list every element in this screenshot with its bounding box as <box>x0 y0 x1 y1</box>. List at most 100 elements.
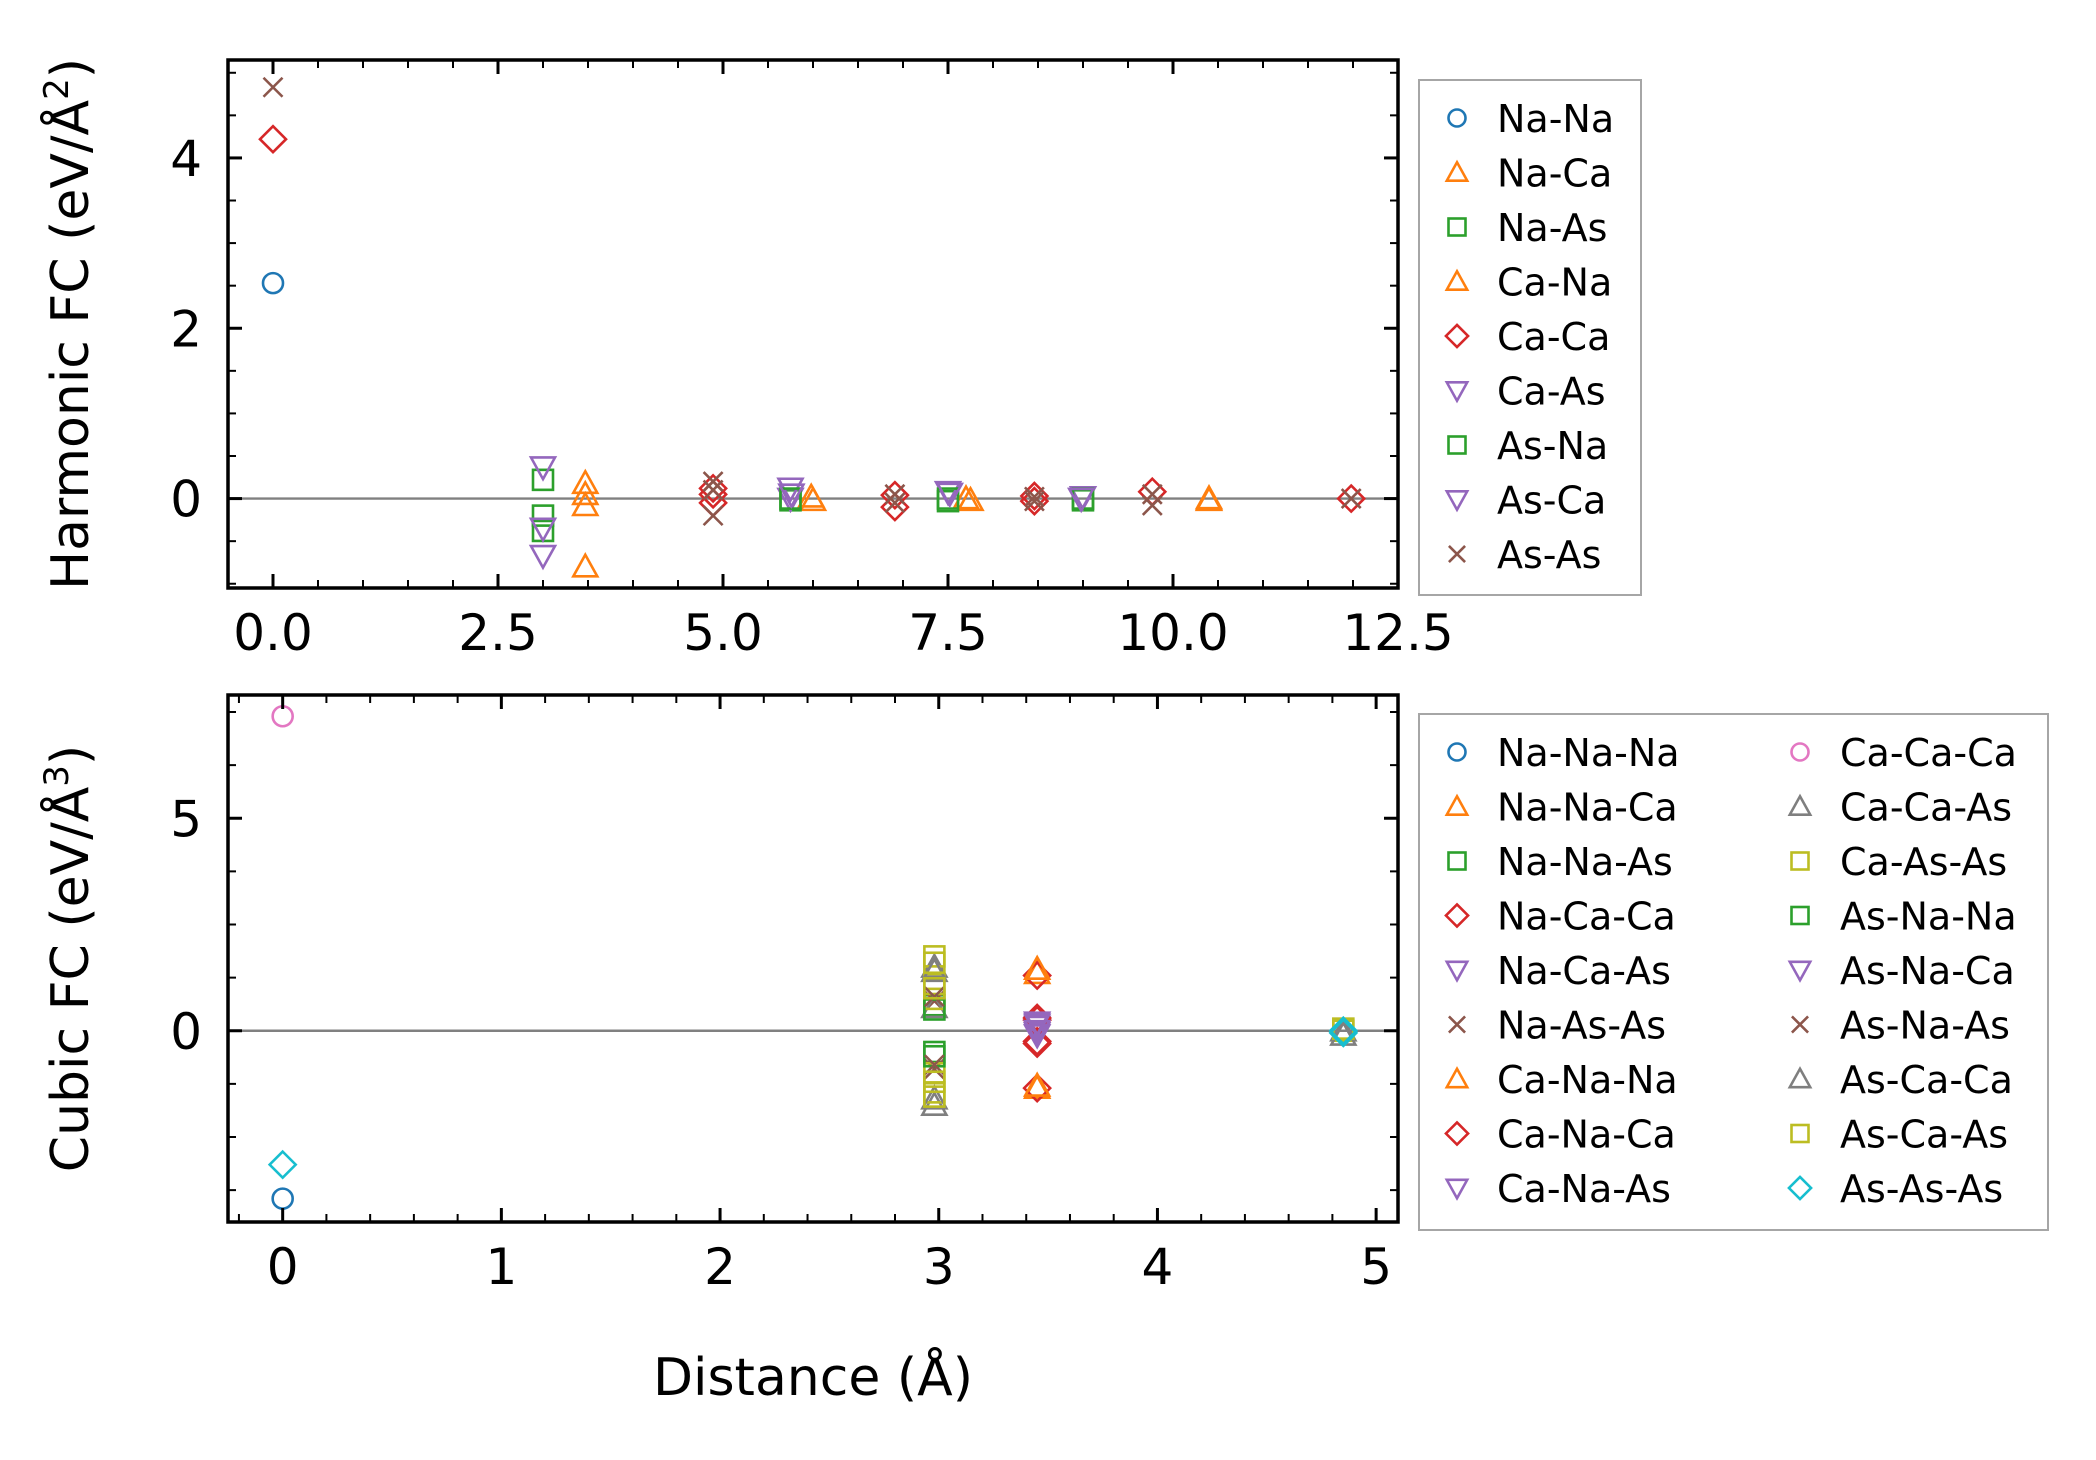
harmonic-legend-label-ca-ca: Ca-Ca <box>1497 315 1610 359</box>
harmonic-fc-plot: 0.0 2.5 5.0 7.5 10.0 12.5 0 2 4 Harmonic FC (eV/… <box>37 58 1642 662</box>
cubic-point-ca-ca-as <box>920 1090 949 1117</box>
cubic-point-as-ca-as <box>923 1085 946 1108</box>
harmonic-y-tick-label: 2 <box>170 300 202 358</box>
cubic-legend-marker-as-ca-ca <box>1787 1066 1813 1089</box>
cubic-legend-marker-ca-na-as <box>1444 1178 1470 1201</box>
harmonic-legend-marker-as-as <box>1448 545 1466 563</box>
cubic-legend-marker-ca-na-na <box>1444 1066 1470 1089</box>
cubic-plot-frame <box>226 693 1400 1224</box>
cubic-point-as-ca-ca <box>920 1084 949 1110</box>
cubic-legend-label-ca-na-as: Ca-Na-As <box>1497 1167 1671 1211</box>
cubic-legend-label-ca-na-na: Ca-Na-Na <box>1497 1058 1678 1102</box>
harmonic-legend-marker-ca-na <box>1444 268 1470 291</box>
harmonic-point-as-as <box>1023 490 1045 512</box>
cubic-legend-label-na-ca-ca: Na-Ca-Ca <box>1497 895 1676 939</box>
cubic-y-tick-label: 0 <box>170 1003 202 1061</box>
cubic-point-as-ca-ca <box>920 956 949 983</box>
cubic-legend-label-as-na-na: As-Na-Na <box>1840 895 2017 939</box>
cubic-legend-frame <box>1418 713 2049 1231</box>
harmonic-legend-label-ca-as: Ca-As <box>1497 370 1606 414</box>
cubic-point-na-na-ca <box>1022 958 1052 985</box>
cubic-x-tick-label: 3 <box>923 1238 955 1296</box>
harmonic-point-ca-ca <box>258 124 288 155</box>
harmonic-legend-label-as-ca: As-Ca <box>1497 479 1606 523</box>
harmonic-x-tick-label: 5.0 <box>683 604 763 662</box>
harmonic-point-na-as <box>531 468 555 492</box>
harmonic-plot-frame <box>226 58 1400 590</box>
cubic-point-as-as-as <box>267 1149 298 1180</box>
harmonic-point-ca-na <box>796 482 826 508</box>
cubic-legend: Na-Na-Na Na-Na-Ca Na-Na-As Na-Ca-Ca Na-Ca-As… <box>1418 713 2049 1231</box>
cubic-x-tick-label: 4 <box>1142 1238 1174 1296</box>
harmonic-point-as-ca <box>777 483 806 509</box>
cubic-legend-label-as-na-ca: As-Na-Ca <box>1840 949 2015 993</box>
cubic-legend-label-ca-ca-as: Ca-Ca-As <box>1840 786 2012 830</box>
cubic-legend-label-ca-na-ca: Ca-Na-Ca <box>1497 1113 1676 1157</box>
harmonic-legend-marker-na-as <box>1447 217 1467 237</box>
harmonic-point-as-as <box>884 483 906 505</box>
cubic-legend-marker-na-na-ca <box>1444 793 1470 816</box>
cubic-legend-label-as-na-as: As-Na-As <box>1840 1004 2010 1048</box>
harmonic-point-as-as <box>702 471 724 492</box>
cubic-legend-marker-ca-na-ca <box>1444 1120 1470 1147</box>
harmonic-x-tick-label: 7.5 <box>908 604 988 662</box>
harmonic-point-as-na <box>779 487 802 510</box>
harmonic-legend-label-na-as: Na-As <box>1497 206 1607 250</box>
harmonic-point-as-as <box>1340 488 1362 510</box>
harmonic-point-na-na <box>261 271 285 295</box>
cubic-legend-label-na-ca-as: Na-Ca-As <box>1497 949 1671 993</box>
harmonic-legend-marker-ca-ca <box>1444 323 1470 349</box>
cubic-legend-marker-ca-ca-as <box>1787 793 1813 816</box>
harmonic-point-ca-na <box>951 483 981 510</box>
cubic-point-as-ca-as <box>923 976 946 1000</box>
cubic-legend-label-as-ca-as: As-Ca-As <box>1840 1113 2008 1157</box>
harmonic-x-tick-label: 2.5 <box>458 604 538 662</box>
cubic-legend-marker-na-na-na <box>1447 742 1467 762</box>
cubic-point-as-as-as <box>1328 1015 1359 1046</box>
harmonic-point-ca-ca <box>1019 486 1050 516</box>
cubic-x-tick-label: 5 <box>1360 1238 1392 1296</box>
harmonic-point-na-as <box>531 504 555 527</box>
harmonic-legend-label-na-na: Na-Na <box>1497 97 1614 141</box>
cubic-point-as-ca-as <box>923 951 946 975</box>
cubic-legend-marker-as-na-as <box>1791 1015 1809 1034</box>
cubic-point-ca-na-ca <box>1022 1026 1052 1057</box>
cubic-legend-marker-na-as-as <box>1448 1015 1466 1034</box>
harmonic-x-tick-label: 0.0 <box>233 604 313 662</box>
cubic-legend-marker-ca-as-as <box>1790 851 1810 871</box>
harmonic-legend-marker-na-na <box>1447 108 1467 128</box>
harmonic-legend-label-ca-na: Ca-Na <box>1497 261 1612 305</box>
cubic-point-ca-na-na <box>1022 954 1052 981</box>
harmonic-point-ca-ca <box>698 473 728 504</box>
harmonic-point-as-as <box>884 492 906 514</box>
cubic-point-as-na-ca <box>1022 1024 1052 1050</box>
harmonic-point-as-as <box>702 505 724 527</box>
cubic-legend-marker-ca-ca-ca <box>1790 742 1810 762</box>
harmonic-point-as-ca <box>935 482 965 509</box>
cubic-legend-label-as-ca-ca: As-Ca-Ca <box>1840 1058 2013 1102</box>
harmonic-point-na-ca <box>571 490 600 517</box>
cubic-x-tick-label: 2 <box>704 1238 736 1296</box>
harmonic-y-tick-label: 4 <box>170 130 202 188</box>
harmonic-point-na-ca <box>571 479 600 506</box>
cubic-legend-marker-na-ca-ca <box>1444 902 1470 929</box>
cubic-legend-label-na-na-na: Na-Na-Na <box>1497 731 1680 775</box>
harmonic-y-axis-label: Harmonic FC (eV/Å2) <box>37 58 101 590</box>
harmonic-point-ca-as <box>528 517 558 544</box>
harmonic-legend: Na-Na Na-Ca Na-As Ca-Na Ca-Ca Ca-As As-Na As-Ca… <box>1418 79 1642 596</box>
cubic-legend-marker-as-ca-as <box>1790 1123 1810 1144</box>
harmonic-legend-marker-as-ca <box>1444 490 1470 513</box>
harmonic-point-na-ca <box>956 485 985 512</box>
cubic-y-tick-label: 5 <box>170 790 202 848</box>
cubic-point-ca-na-na <box>1022 1071 1052 1097</box>
cubic-legend-label-na-na-as: Na-Na-As <box>1497 840 1673 884</box>
cubic-legend-marker-na-na-as <box>1447 851 1467 871</box>
cubic-legend-marker-as-na-ca <box>1787 960 1813 983</box>
harmonic-point-as-ca <box>1066 487 1096 514</box>
cubic-point-as-as-as <box>1328 1018 1359 1048</box>
harmonic-legend-marker-na-ca <box>1444 159 1470 182</box>
harmonic-x-tick-label: 10.0 <box>1117 604 1228 662</box>
harmonic-legend-label-na-ca: Na-Ca <box>1497 152 1612 196</box>
harmonic-legend-marker-ca-as <box>1444 381 1470 404</box>
